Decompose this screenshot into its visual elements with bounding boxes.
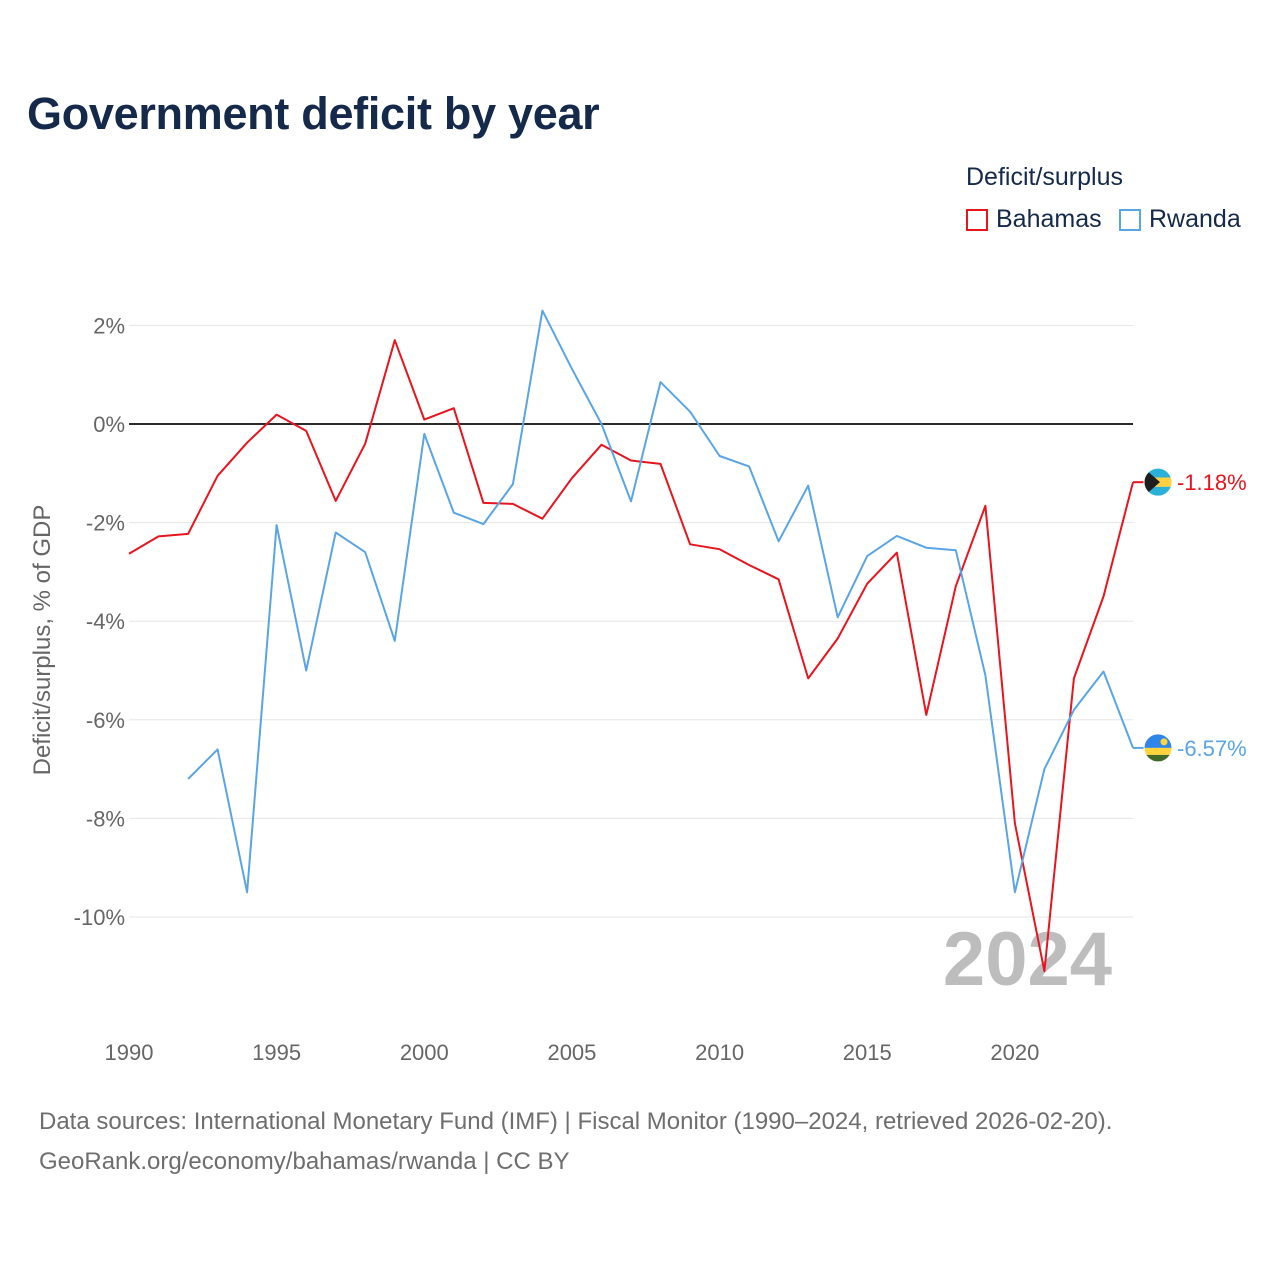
legend-swatch-bahamas [966,208,988,231]
y-tick-label: -8% [86,806,125,831]
y-tick-labels: 2% 0% -2% -4% -6% -8% -10% [74,313,125,930]
x-tick-label: 2000 [400,1040,449,1065]
y-tick-label: -10% [74,905,125,930]
flag-stripe [1144,733,1172,748]
gridlines [129,324,1133,918]
flag-stripe [1144,468,1172,478]
flag-sun [1160,738,1168,746]
legend-label-rwanda: Rwanda [1149,205,1241,233]
end-markers: -1.18% -6.57% [1133,467,1247,763]
x-tick-label: 1990 [105,1040,154,1065]
flag-bahamas-icon [1144,468,1172,497]
legend-swatch-rwanda [1119,208,1141,231]
legend-item-bahamas[interactable]: Bahamas [966,205,1102,234]
credit-link[interactable]: GeoRank.org/economy/bahamas/rwanda | CC … [39,1148,570,1175]
series-line-bahamas [128,339,1134,973]
series-lines [128,309,1134,973]
flag-stripe [1144,754,1172,762]
flag-rwanda-icon [1144,733,1172,762]
flag-stripe [1144,486,1172,497]
end-value-label-rwanda: -6.57% [1177,736,1247,761]
x-tick-labels: 1990 1995 2000 2005 2010 2015 2020 [105,1040,1040,1065]
x-tick-label: 2005 [547,1040,596,1065]
x-tick-label: 1995 [252,1040,301,1065]
y-axis-label: Deficit/surplus, % of GDP [29,505,56,776]
x-tick-label: 2015 [843,1040,892,1065]
flag-ring [1143,467,1173,497]
x-tick-label: 2020 [990,1040,1039,1065]
data-sources: Data sources: International Monetary Fun… [39,1108,1113,1135]
chart-title: Government deficit by year [27,88,600,139]
y-tick-label: -6% [86,708,125,733]
legend-label-bahamas: Bahamas [996,205,1102,233]
legend-item-rwanda[interactable]: Rwanda [1119,205,1241,234]
flag-ring [1143,733,1173,763]
flag-stripe [1144,747,1172,755]
end-value-label-bahamas: -1.18% [1177,470,1247,495]
series-line-rwanda [187,309,1134,894]
year-watermark: 2024 [943,917,1112,1002]
y-tick-label: 2% [93,313,125,338]
y-tick-label: 0% [93,412,125,437]
y-tick-label: -2% [86,511,125,536]
x-tick-label: 2010 [695,1040,744,1065]
y-tick-label: -4% [86,609,125,634]
flag-triangle [1144,468,1160,497]
legend-title: Deficit/surplus [966,163,1123,191]
